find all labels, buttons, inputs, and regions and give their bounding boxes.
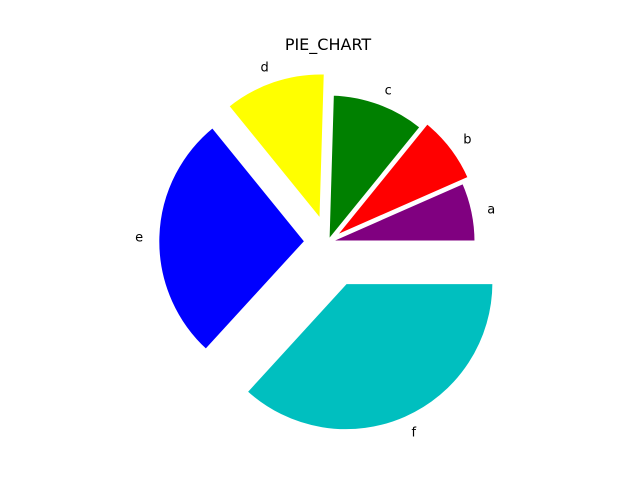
pie-label-a: a — [487, 202, 495, 217]
pie-label-e: e — [135, 231, 143, 246]
pie-labels: a b c d e f — [135, 61, 495, 441]
pie-label-c: c — [385, 83, 392, 98]
pie-slice-f — [244, 281, 496, 433]
pie-label-d: d — [260, 61, 268, 76]
pie-slice-a — [326, 180, 478, 244]
chart-title: PIE_CHART — [285, 35, 372, 55]
pie-slice-d — [226, 71, 327, 223]
pie-slice-c — [326, 92, 423, 244]
pie-label-b: b — [463, 133, 471, 148]
pie-slice-e — [156, 124, 308, 353]
pie-label-f: f — [412, 426, 417, 441]
pie-slices — [156, 71, 496, 433]
pie-slice-b — [332, 121, 471, 240]
